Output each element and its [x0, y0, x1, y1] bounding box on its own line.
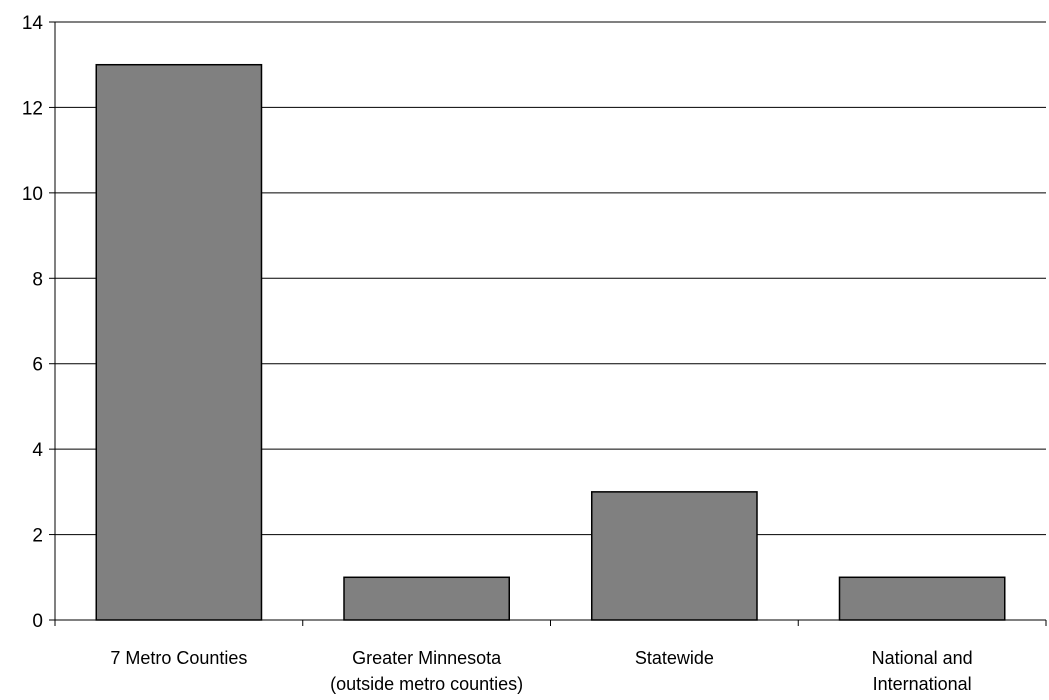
- y-tick-label: 10: [22, 184, 43, 205]
- bar: [95, 63, 263, 621]
- bar: [591, 491, 758, 621]
- y-tick-label: 8: [32, 269, 43, 290]
- y-tick-label: 4: [32, 440, 43, 461]
- y-tick-label: 14: [22, 13, 44, 34]
- x-tick-label: National and International: [872, 648, 973, 694]
- bar: [343, 576, 510, 621]
- x-tick-label-line: Greater Minnesota: [352, 648, 502, 668]
- x-tick-label-line: 7 Metro Counties: [110, 648, 247, 668]
- bars: [95, 63, 1006, 621]
- y-tick-label: 0: [32, 611, 43, 632]
- x-tick-label-line: National and: [872, 648, 973, 668]
- x-tick-label: 7 Metro Counties: [110, 648, 247, 668]
- y-tick-labels: 0 2 4 6 8 10 12 14: [22, 13, 44, 632]
- x-tick-label: Statewide: [635, 648, 714, 668]
- x-tick-label: Greater Minnesota (outside metro counties…: [330, 648, 523, 694]
- x-tick-label-line: (outside metro counties): [330, 674, 523, 694]
- bar: [838, 576, 1006, 621]
- y-tick-label: 2: [32, 526, 43, 547]
- x-tick-label-line: International: [873, 674, 972, 694]
- x-tick-labels: 7 Metro Counties Greater Minnesota (outsid…: [110, 648, 972, 694]
- x-tick-label-line: Statewide: [635, 648, 714, 668]
- y-tick-label: 6: [32, 355, 43, 376]
- y-tick-label: 12: [22, 98, 43, 119]
